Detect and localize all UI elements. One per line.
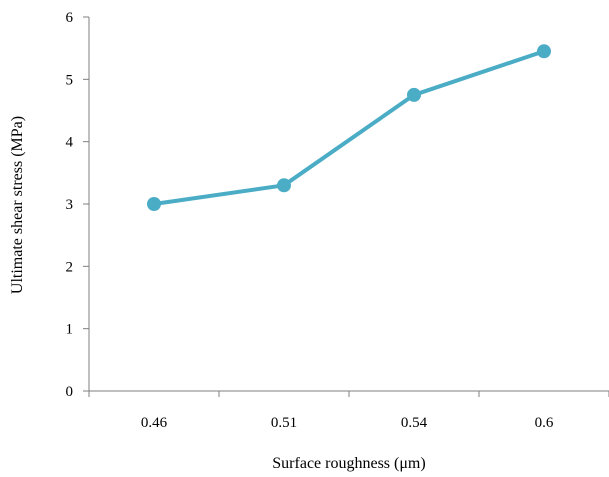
- y-axis-title: Ultimate shear stress (MPa): [9, 116, 26, 294]
- y-tick-label: 0: [66, 384, 74, 400]
- y-tick-label: 2: [66, 259, 74, 275]
- y-tick-label: 4: [66, 135, 74, 151]
- y-axis-ticks: 0 1 2 3 4 5 6: [66, 10, 89, 400]
- data-point: [147, 197, 161, 211]
- x-axis-title: Surface roughness (μm): [272, 455, 425, 472]
- y-tick-label: 5: [66, 72, 74, 88]
- x-axis-ticks: 0.46 0.51 0.54 0.6: [88, 391, 609, 431]
- x-tick-label: 0.51: [271, 415, 297, 431]
- x-tick-label: 0.6: [535, 415, 554, 431]
- series-line: [153, 49, 545, 206]
- series-layer: [147, 44, 551, 211]
- data-point: [277, 178, 291, 193]
- data-point: [537, 44, 551, 59]
- y-tick-label: 3: [66, 197, 74, 213]
- y-tick-label: 1: [66, 322, 74, 338]
- x-tick-label: 0.46: [141, 415, 168, 431]
- data-point: [407, 87, 421, 102]
- x-tick-label: 0.54: [401, 415, 428, 431]
- y-tick-label: 6: [66, 10, 74, 26]
